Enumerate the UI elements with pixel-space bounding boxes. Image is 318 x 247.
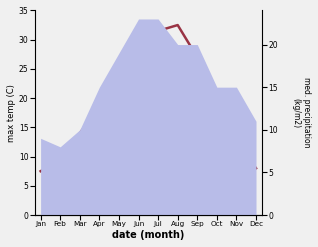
X-axis label: date (month): date (month): [112, 230, 184, 240]
Y-axis label: max temp (C): max temp (C): [7, 84, 16, 142]
Y-axis label: med. precipitation
(kg/m2): med. precipitation (kg/m2): [292, 78, 311, 148]
